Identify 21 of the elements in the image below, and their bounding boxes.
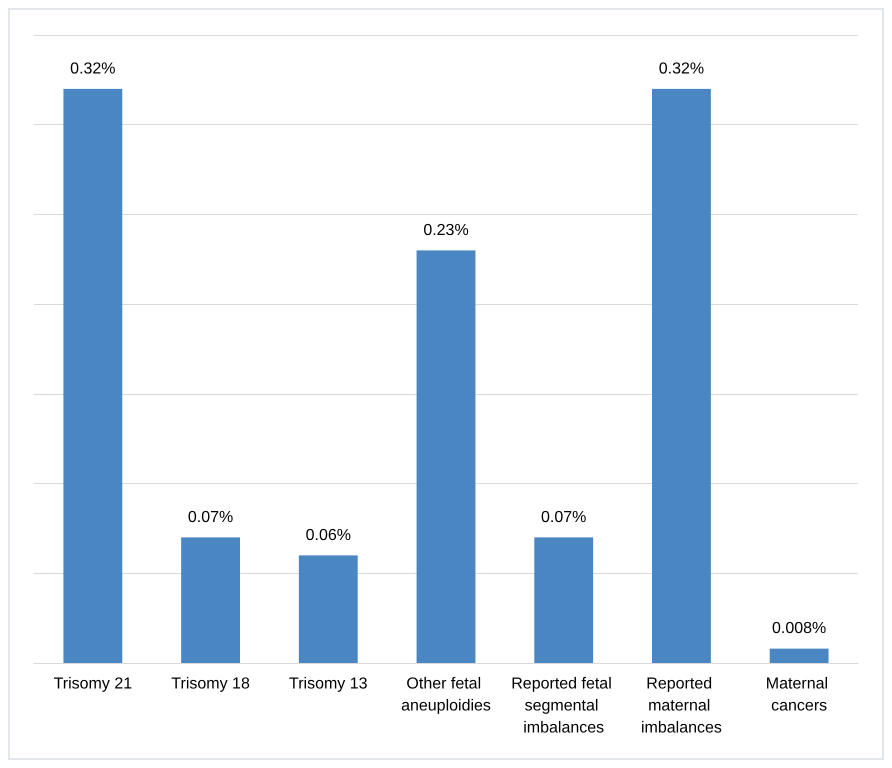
data-label: 0.32% xyxy=(658,60,704,78)
data-label: 0.008% xyxy=(772,620,826,638)
bar xyxy=(181,537,240,663)
x-tick-label: Trisomy 21 xyxy=(54,676,132,692)
x-tick-label: Reported fetal segmental imbalances xyxy=(511,676,616,736)
bar xyxy=(652,88,711,663)
x-tick-label: Trisomy 18 xyxy=(171,676,250,692)
bar xyxy=(416,250,476,663)
data-label: 0.07% xyxy=(188,508,234,526)
x-tick-label: Trisomy 13 xyxy=(289,676,368,692)
data-label: 0.07% xyxy=(541,508,586,526)
bar xyxy=(770,648,829,663)
bar xyxy=(534,537,594,663)
data-label: 0.32% xyxy=(70,60,116,78)
data-label: 0.06% xyxy=(306,526,351,544)
bar xyxy=(298,555,358,663)
x-tick-label: Other fetal aneuploidies xyxy=(401,676,491,714)
bar xyxy=(63,88,122,663)
x-tick-label: Maternal cancers xyxy=(766,676,832,714)
x-tick-label: Reported maternal imbalances xyxy=(640,676,722,736)
data-label: 0.23% xyxy=(423,222,469,239)
